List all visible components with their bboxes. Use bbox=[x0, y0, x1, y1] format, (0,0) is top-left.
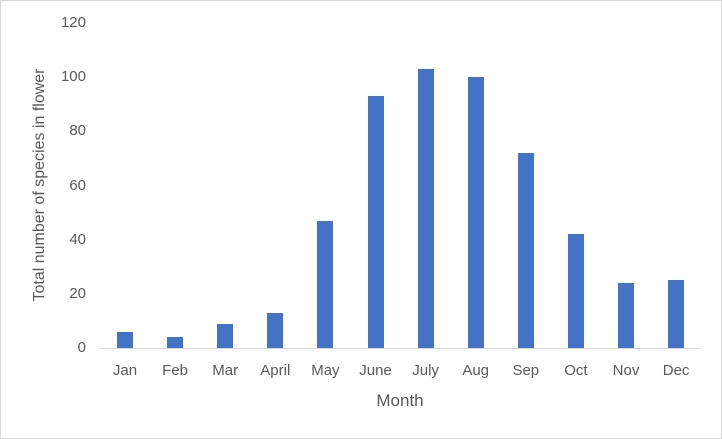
y-tick-label: 40 bbox=[69, 230, 86, 248]
y-tick-label: 20 bbox=[69, 284, 86, 302]
x-axis-label: Month bbox=[376, 391, 424, 410]
x-tick-label: Feb bbox=[162, 362, 189, 379]
x-tick-label: July bbox=[412, 362, 439, 379]
bar-may bbox=[317, 220, 334, 348]
bar-june bbox=[367, 96, 384, 348]
x-tick-label: Aug bbox=[462, 362, 490, 379]
bar-july bbox=[417, 69, 434, 348]
bar-aug bbox=[467, 77, 484, 348]
x-tick-label: Dec bbox=[662, 362, 690, 379]
x-tick-label: Nov bbox=[612, 362, 640, 379]
y-tick-label: 100 bbox=[60, 68, 86, 86]
y-tick-label: 80 bbox=[69, 122, 86, 140]
x-tick-label: Oct bbox=[564, 362, 588, 379]
x-tick-label: June bbox=[359, 362, 392, 379]
y-tick-label: 60 bbox=[69, 176, 86, 194]
bar-jan bbox=[117, 331, 133, 348]
bar-mar bbox=[217, 323, 234, 348]
bar-dec bbox=[668, 280, 685, 348]
x-tick-label: April bbox=[260, 362, 291, 379]
bar-nov bbox=[618, 283, 634, 348]
bar-april bbox=[267, 312, 284, 348]
x-tick-label: Sep bbox=[512, 362, 540, 379]
x-tick-label: Mar bbox=[212, 362, 239, 379]
x-tick-label: Jan bbox=[112, 362, 138, 379]
x-axis-line bbox=[100, 348, 700, 349]
x-tick-label: May bbox=[311, 362, 340, 379]
y-tick-label: 0 bbox=[77, 339, 86, 356]
bar-feb bbox=[167, 337, 184, 348]
y-tick-label: 120 bbox=[60, 14, 86, 31]
y-axis-label: Total number of species in flower bbox=[31, 68, 48, 302]
bar-sep bbox=[517, 153, 534, 348]
bar-oct bbox=[567, 234, 584, 348]
